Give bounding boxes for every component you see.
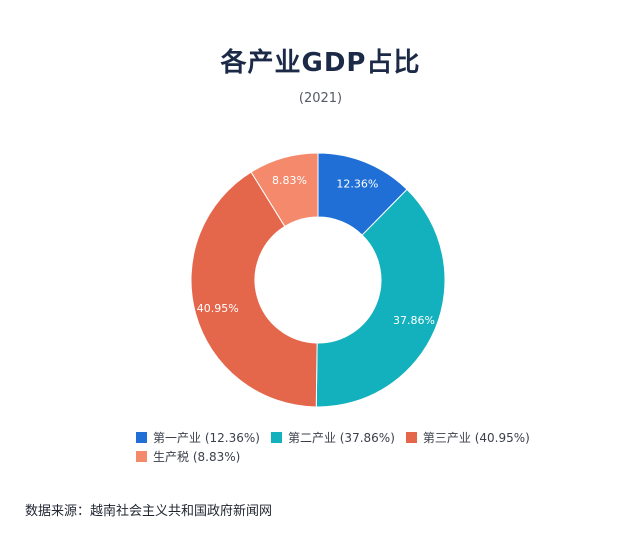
donut-slice-secondary[interactable] [315,188,446,408]
chart-subtitle: (2021) [298,91,343,106]
legend-row-1: 第一产业 (12.36%) 第二产业 (37.86%) 第三产业 (40.95%… [136,428,536,447]
legend-label-primary: 第一产业 (12.36%) [153,431,260,445]
chart-legend: 第一产业 (12.36%) 第二产业 (37.86%) 第三产业 (40.95%… [136,428,536,466]
donut-slice-production-tax[interactable] [250,152,319,228]
legend-swatch-production-tax [136,451,147,462]
data-source: 数据来源：越南社会主义共和国政府新闻网 [25,504,273,519]
data-label-secondary: 37.86% [393,314,435,327]
legend-item-production-tax[interactable]: 生产税 (8.83%) [136,448,240,465]
chart-title: 各产业GDP占比 [220,48,421,78]
legend-swatch-primary [136,432,147,443]
donut-slice-tertiary[interactable] [190,171,318,408]
legend-swatch-tertiary [405,432,417,443]
legend-label-tertiary: 第三产业 (40.95%) [422,431,530,445]
legend-item-secondary[interactable]: 第二产业 (37.86%) [270,429,395,446]
data-label-primary: 12.36% [336,178,378,191]
legend-item-primary[interactable]: 第一产业 (12.36%) [136,429,260,446]
data-label-production-tax: 8.83% [272,174,307,187]
legend-item-tertiary[interactable]: 第三产业 (40.95%) [405,429,530,446]
legend-label-production-tax: 生产税 (8.83%) [153,450,241,464]
legend-row-2: 生产税 (8.83%) [136,447,536,466]
legend-label-secondary: 第二产业 (37.86%) [287,431,395,445]
legend-swatch-secondary [270,432,282,443]
data-label-tertiary: 40.95% [197,302,239,315]
